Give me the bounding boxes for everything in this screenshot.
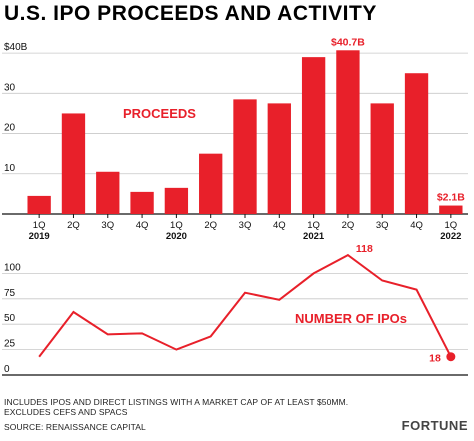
bar-data-label: $2.1B <box>437 192 465 204</box>
x-tick-label: 2Q <box>204 220 217 231</box>
line-y-tick-label: 100 <box>4 262 21 273</box>
x-tick-label: 2Q <box>67 220 80 231</box>
bar <box>301 57 326 215</box>
line-y-tick-label: 50 <box>4 313 16 324</box>
bar-annotations: $40.7B $2.1B <box>331 36 465 203</box>
bar-y-ticks: $40B 30 20 10 <box>4 42 28 174</box>
bar <box>199 153 223 214</box>
x-tick-year: 2019 <box>29 231 50 242</box>
x-tick-label: 3Q <box>239 220 252 231</box>
x-tick-label: 4Q <box>410 220 423 231</box>
x-tick-label: 2Q <box>342 220 355 231</box>
bar <box>130 191 154 214</box>
x-tick-label: 4Q <box>136 220 149 231</box>
bar <box>439 205 463 214</box>
bar-y-tick-label: 30 <box>4 82 16 93</box>
x-tick-label: 1Q <box>445 220 458 231</box>
fortune-logo: FORTUNE <box>401 418 468 433</box>
bar-y-tick-label: 10 <box>4 163 16 174</box>
chart-title: U.S. IPO PROCEEDS AND ACTIVITY <box>4 2 377 25</box>
x-tick-year: 2021 <box>303 231 325 242</box>
x-tick-year: 2022 <box>440 231 461 242</box>
source-note: SOURCE: RENAISSANCE CAPITAL <box>4 422 146 432</box>
x-tick-label: 1Q <box>307 220 320 231</box>
line-data-label: 18 <box>429 353 441 365</box>
bar-y-tick-label: 20 <box>4 123 16 134</box>
line-grid <box>2 272 468 376</box>
bar-y-tick-label: $40B <box>4 42 28 53</box>
line-endpoint <box>446 352 456 362</box>
x-tick-year: 2020 <box>166 231 187 242</box>
bar <box>96 171 120 214</box>
footnote-line-1: INCLUDES IPOS AND DIRECT LISTINGS WITH A… <box>4 397 349 407</box>
bar <box>404 73 429 214</box>
line-annotations: 118 18 <box>356 243 441 365</box>
bar <box>267 103 291 214</box>
ipo-count-line <box>38 253 452 358</box>
line-data-label: 118 <box>356 243 373 255</box>
line-y-ticks: 100 75 50 25 0 <box>4 262 21 375</box>
x-tick-label: 4Q <box>273 220 286 231</box>
bars <box>27 50 463 215</box>
line-y-tick-label: 75 <box>4 288 16 299</box>
x-tick-label: 1Q <box>33 220 46 231</box>
x-tick-label: 3Q <box>101 220 114 231</box>
bar <box>233 99 257 214</box>
bar <box>164 187 189 214</box>
x-tick-label: 3Q <box>376 220 389 231</box>
footnote: INCLUDES IPOS AND DIRECT LISTINGS WITH A… <box>4 397 348 417</box>
line-points <box>446 352 456 362</box>
bar <box>370 103 394 214</box>
bar <box>27 195 51 214</box>
bar <box>336 50 360 214</box>
number-of-ipos-label: NUMBER OF IPOs <box>295 311 407 326</box>
proceeds-label: PROCEEDS <box>123 106 196 121</box>
bar-data-label: $40.7B <box>331 36 365 48</box>
footnote-line-2: EXCLUDES CEFS AND SPACS <box>4 407 128 417</box>
line-y-tick-label: 0 <box>4 364 10 375</box>
bar <box>61 113 86 214</box>
line-y-tick-label: 25 <box>4 339 16 350</box>
x-tick-label: 1Q <box>170 220 183 231</box>
